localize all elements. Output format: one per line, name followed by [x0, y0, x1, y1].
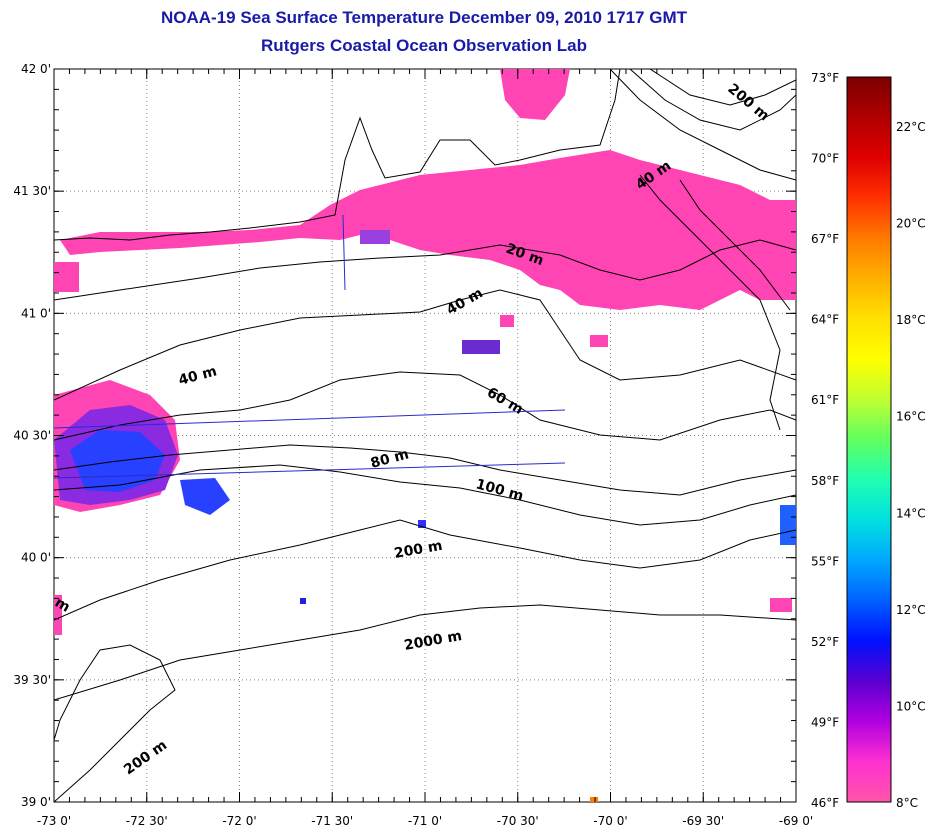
map-title: NOAA-19 Sea Surface Temperature December… — [161, 8, 687, 27]
colorbar-celsius-labels: 22°C 20°C 18°C 16°C 14°C 12°C 10°C 8°C — [896, 120, 926, 810]
colorbar-c-label: 10°C — [896, 699, 926, 713]
y-axis: 42 0' 41 30' 41 0' 40 30' 40 0' 39 30' 39 0' — [13, 62, 796, 809]
colorbar-f-label: 70°F — [811, 152, 839, 166]
contour-2000m — [54, 604, 796, 701]
contour-40m — [54, 289, 796, 401]
coastline — [54, 69, 621, 241]
colorbar-c-label: 20°C — [896, 217, 926, 231]
colorbar-f-label: 64°F — [811, 313, 839, 327]
contour-60m — [54, 371, 796, 441]
colorbar-c-label: 14°C — [896, 506, 926, 520]
map-subtitle: Rutgers Coastal Ocean Observation Lab — [261, 36, 587, 55]
colorbar-f-label: 58°F — [811, 474, 839, 488]
contour-200m-sw — [54, 644, 176, 802]
sst-shelf-north — [60, 150, 796, 310]
y-tick-label: 42 0' — [21, 62, 51, 76]
y-tick-label: 40 30' — [13, 429, 51, 443]
contour-80m — [54, 444, 796, 496]
colorbar — [846, 76, 892, 803]
x-tick-label: -71 30' — [311, 814, 353, 828]
colorbar-f-label: 46°F — [811, 796, 839, 810]
y-tick-label: 41 0' — [21, 306, 51, 320]
x-axis: -73 0' -72 30' -72 0' -71 30' -71 0' -70 30' -… — [37, 69, 813, 828]
contour-20m — [54, 239, 796, 301]
sst-east-patch — [760, 200, 796, 300]
y-tick-label: 39 0' — [21, 795, 51, 809]
x-tick-label: -70 30' — [497, 814, 539, 828]
contour-200m — [54, 519, 796, 621]
contour-ne-3 — [649, 69, 796, 106]
colorbar-fahrenheit-labels: 73°F 70°F 67°F 64°F 61°F 58°F 55°F 52°F 49°F 46°F — [811, 71, 839, 810]
colorbar-f-label: 73°F — [811, 71, 839, 85]
colorbar-c-label: 8°C — [896, 796, 918, 810]
x-tick-label: -70 0' — [593, 814, 627, 828]
colorbar-f-label: 55°F — [811, 554, 839, 568]
colorbar-c-label: 22°C — [896, 120, 926, 134]
x-tick-label: -72 0' — [222, 814, 256, 828]
colorbar-c-label: 12°C — [896, 603, 926, 617]
colorbar-c-label: 16°C — [896, 410, 926, 424]
contour-ne-2 — [629, 69, 796, 131]
x-tick-label: -72 30' — [126, 814, 168, 828]
x-tick-label: -69 30' — [682, 814, 724, 828]
colorbar-f-label: 61°F — [811, 393, 839, 407]
sst-nw-patch — [500, 69, 570, 120]
colorbar-f-label: 67°F — [811, 232, 839, 246]
x-tick-label: -73 0' — [37, 814, 71, 828]
bathymetry-contours — [54, 69, 796, 802]
colorbar-f-label: 49°F — [811, 715, 839, 729]
contour-gom-2 — [679, 179, 791, 311]
survey-tracks — [54, 214, 566, 479]
contour-gom — [639, 174, 781, 431]
contour-200m-ne — [609, 69, 796, 181]
y-tick-label: 41 30' — [13, 184, 51, 198]
y-tick-label: 39 30' — [13, 673, 51, 687]
x-tick-label: -69 0' — [779, 814, 813, 828]
y-tick-label: 40 0' — [21, 551, 51, 565]
x-tick-label: -71 0' — [408, 814, 442, 828]
colorbar-c-label: 18°C — [896, 313, 926, 327]
colorbar-f-label: 52°F — [811, 635, 839, 649]
contour-100m — [54, 464, 796, 526]
